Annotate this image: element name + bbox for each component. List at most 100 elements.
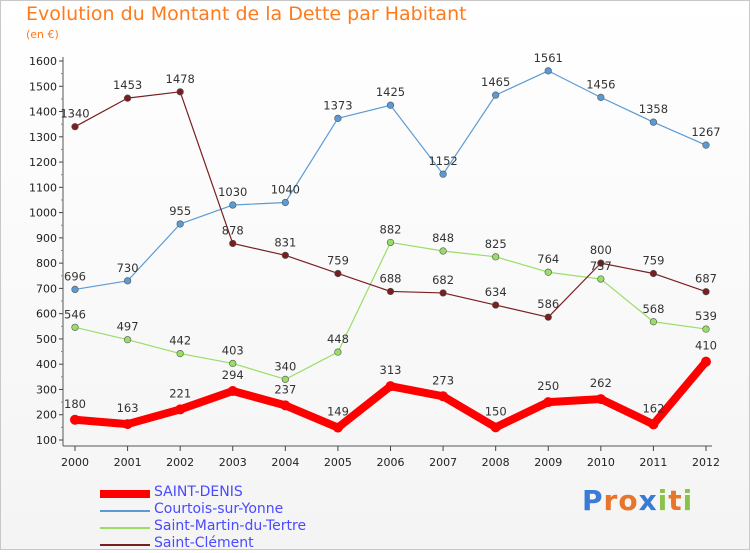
- data-label: 687: [695, 272, 717, 286]
- data-point: [332, 422, 343, 433]
- data-label: 163: [117, 401, 139, 415]
- proxiti-logo: Proxiti: [582, 484, 694, 517]
- data-point: [385, 381, 396, 392]
- data-point: [281, 198, 289, 207]
- data-label: 882: [380, 222, 402, 236]
- legend-label: SAINT-DENIS: [154, 484, 243, 500]
- data-point: [492, 91, 500, 99]
- legend-swatch: [100, 527, 150, 529]
- data-label: 955: [169, 204, 191, 218]
- data-point: [597, 93, 605, 101]
- x-tick-label: 2012: [692, 456, 720, 469]
- data-point: [544, 67, 552, 75]
- legend-swatch: [100, 510, 150, 512]
- y-tick-label: 1500: [29, 80, 57, 93]
- data-label: 1456: [586, 77, 615, 91]
- data-label: 1340: [60, 107, 89, 121]
- data-point: [649, 269, 658, 278]
- data-point: [595, 394, 606, 405]
- data-label: 682: [432, 273, 454, 287]
- series-saint-cl-ment: [71, 88, 710, 321]
- chart-title: Evolution du Montant de la Dette par Hab…: [26, 3, 467, 25]
- data-point: [439, 247, 447, 255]
- data-point: [439, 289, 447, 297]
- data-label: 442: [169, 334, 191, 348]
- data-label: 313: [380, 363, 402, 377]
- y-tick-label: 800: [36, 257, 57, 270]
- data-point: [386, 287, 395, 296]
- data-point: [176, 349, 184, 358]
- data-point: [334, 348, 342, 356]
- data-point: [123, 277, 132, 285]
- data-point: [386, 101, 395, 109]
- data-point: [229, 201, 237, 209]
- data-point: [280, 400, 291, 411]
- data-label: 180: [64, 397, 86, 411]
- data-point: [597, 275, 605, 283]
- data-point: [71, 285, 79, 294]
- y-tick-label: 100: [36, 434, 57, 447]
- data-point: [227, 385, 238, 396]
- data-label: 340: [274, 359, 296, 373]
- data-label: 878: [222, 223, 244, 237]
- x-tick-label: 2000: [61, 456, 89, 469]
- data-label: 1030: [218, 185, 247, 199]
- data-label: 730: [117, 261, 139, 275]
- legend-swatch: [100, 544, 150, 546]
- data-label: 403: [222, 343, 244, 357]
- data-point: [544, 268, 552, 276]
- data-label: 1373: [323, 98, 352, 112]
- data-point: [176, 88, 184, 96]
- data-point: [229, 359, 237, 368]
- data-point: [702, 141, 710, 149]
- y-tick-label: 300: [36, 383, 57, 396]
- data-point: [176, 220, 184, 228]
- data-label: 1267: [691, 125, 720, 139]
- data-point: [702, 325, 710, 333]
- data-label: 546: [64, 307, 86, 321]
- data-point: [71, 323, 79, 331]
- y-tick-label: 1100: [29, 181, 57, 194]
- data-label: 848: [432, 231, 454, 245]
- y-tick-label: 700: [36, 282, 57, 295]
- x-tick-label: 2004: [271, 456, 299, 469]
- data-point: [175, 404, 186, 415]
- data-point: [334, 114, 342, 122]
- data-label: 1358: [639, 102, 668, 116]
- data-label: 1152: [428, 154, 457, 168]
- data-point: [281, 251, 289, 259]
- data-label: 568: [642, 302, 664, 316]
- data-label: 250: [537, 379, 559, 393]
- data-label: 221: [169, 386, 191, 400]
- data-label: 162: [642, 401, 664, 415]
- legend-swatch: [100, 490, 150, 498]
- data-label: 759: [327, 253, 349, 267]
- data-label: 149: [327, 405, 349, 419]
- data-label: 634: [485, 285, 507, 299]
- data-point: [281, 375, 289, 383]
- data-point: [597, 259, 605, 267]
- data-label: 800: [590, 243, 612, 257]
- data-label: 1478: [166, 72, 195, 86]
- data-label: 1040: [271, 182, 300, 196]
- data-point: [334, 269, 342, 278]
- data-label: 497: [117, 320, 139, 334]
- data-point: [544, 313, 552, 321]
- data-label: 539: [695, 309, 717, 323]
- legend-label: Saint-Martin-du-Tertre: [154, 518, 307, 534]
- x-tick-label: 2010: [587, 456, 615, 469]
- data-point: [543, 397, 554, 408]
- x-tick-label: 2002: [166, 456, 194, 469]
- data-label: 825: [485, 237, 507, 251]
- data-label: 1465: [481, 75, 510, 89]
- data-point: [438, 391, 449, 402]
- data-label: 448: [327, 332, 349, 346]
- data-label: 262: [590, 376, 612, 390]
- x-tick-label: 2011: [639, 456, 667, 469]
- data-label: 696: [64, 269, 86, 283]
- y-tick-label: 400: [36, 358, 57, 371]
- data-point: [70, 414, 80, 425]
- x-tick-label: 2005: [324, 456, 352, 469]
- x-tick-label: 2007: [429, 456, 457, 469]
